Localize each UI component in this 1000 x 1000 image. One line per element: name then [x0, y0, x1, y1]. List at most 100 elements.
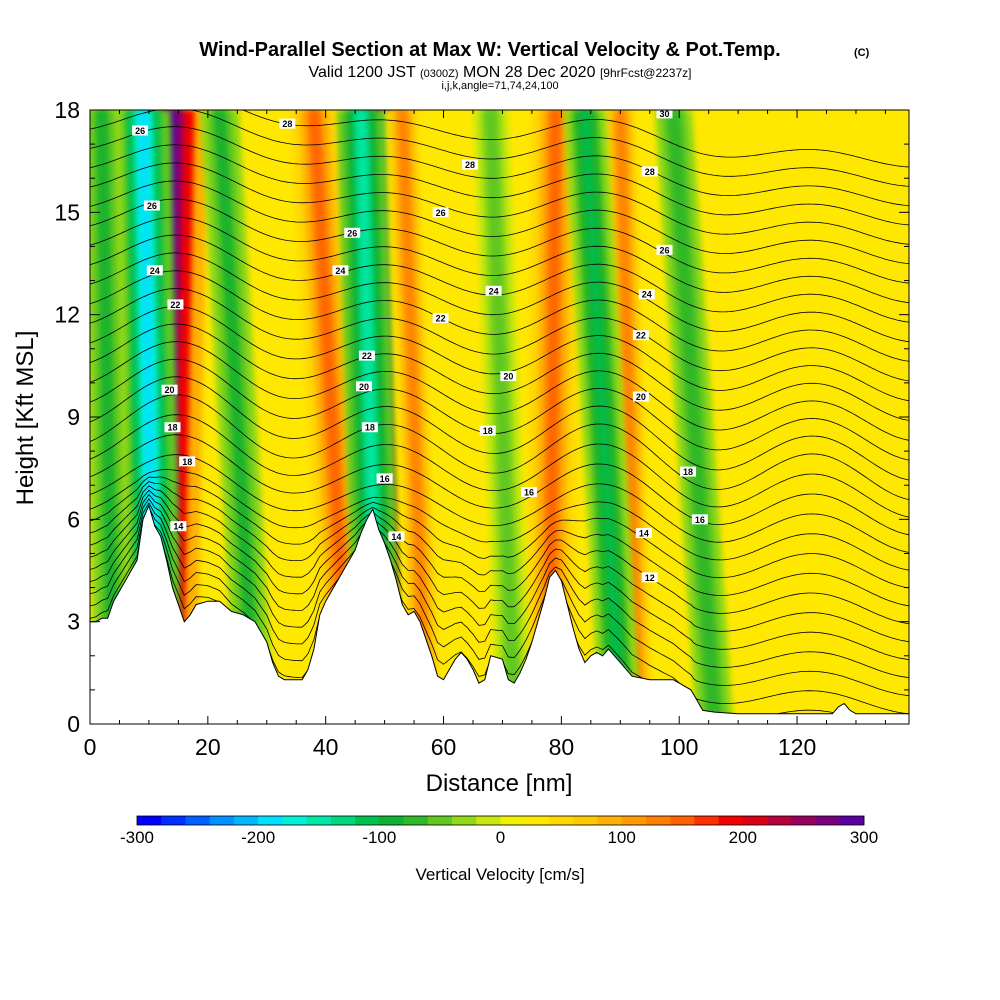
contour-label: 12 [641, 572, 658, 583]
isentrope [90, 481, 909, 607]
isentrope [90, 252, 909, 343]
y-tick-label: 15 [54, 199, 80, 225]
colorbar-tick-label: 200 [729, 828, 757, 847]
x-tick-label: 40 [313, 734, 339, 760]
colorbar-swatch [330, 816, 356, 825]
valid-time-line: Valid 1200 JST (0300Z) MON 28 Dec 2020 [… [309, 64, 692, 81]
contour-label: 22 [432, 313, 449, 324]
contour-label-bg [656, 244, 673, 255]
colorbar-swatch [185, 816, 210, 825]
contour-label: 20 [161, 384, 178, 395]
contour-label-text: 26 [659, 245, 669, 255]
colorbar-swatch [306, 816, 332, 825]
x-axis: 0 20 40 60 80 100 120 [84, 110, 886, 760]
colorbar-swatch [476, 816, 501, 825]
valid-date: MON 28 Dec 2020 [463, 64, 596, 81]
colorbar-swatch [645, 816, 671, 825]
colorbar-swatch [670, 816, 695, 825]
isentrope [90, 144, 909, 226]
contour-label-text: 22 [362, 351, 372, 361]
velocity-band [546, 110, 559, 724]
contour-label-text: 14 [173, 522, 183, 532]
contour-label: 24 [332, 265, 349, 276]
colorbar-swatch [403, 816, 429, 825]
velocity-band [310, 110, 353, 724]
colorbar-frame [136, 815, 865, 826]
colorbar: -300 -200 -100 0 100 200 300 [120, 815, 878, 847]
velocity-band [581, 110, 624, 724]
velocity-band [488, 110, 517, 724]
contour-label-text: 18 [182, 457, 192, 467]
contour-label: 16 [520, 487, 537, 498]
contour-label-bg [479, 425, 496, 436]
contour-label-text: 18 [483, 426, 493, 436]
contour-label: 14 [388, 531, 405, 542]
contour-label-text: 24 [642, 290, 652, 300]
contour-label-text: 16 [380, 474, 390, 484]
isentrope [90, 502, 909, 696]
y-axis: 0 3 6 9 12 15 18 [54, 97, 909, 737]
contour-label-text: 14 [639, 528, 649, 538]
contour-label-bg [132, 125, 149, 136]
contour-label: 26 [344, 227, 361, 238]
colorbar-swatch [597, 816, 622, 825]
contour-label-bg [358, 350, 375, 361]
isentrope [90, 110, 909, 168]
x-tick-label: 120 [778, 734, 816, 760]
isentrope [90, 288, 909, 382]
colorbar-swatch [258, 816, 283, 825]
y-tick-label: 6 [67, 506, 80, 532]
y-axis-label: Height [Kft MSL] [12, 331, 39, 506]
y-tick-label: 0 [67, 711, 80, 737]
colorbar-swatch [209, 816, 235, 825]
contour-label: 20 [500, 371, 517, 382]
valid-prefix: Valid 1200 JST [309, 64, 417, 81]
contour-label-text: 28 [645, 167, 655, 177]
contour-label-bg [344, 227, 361, 238]
colorbar-tick-label: -200 [241, 828, 275, 847]
isentrope [90, 485, 909, 624]
contour-label-bg [376, 473, 393, 484]
contour-label-text: 26 [147, 201, 157, 211]
contour-label-bg [462, 159, 479, 170]
contour-label: 24 [485, 285, 502, 296]
contour-label-text: 22 [170, 300, 180, 310]
x-tick-label: 100 [660, 734, 698, 760]
contour-label: 28 [641, 166, 658, 177]
contour-label: 28 [462, 159, 479, 170]
plot-area: 26 28 30 26 28 28 26 26 26 24 24 24 24 22 22 22 22 20 20 20… [90, 109, 909, 724]
contour-label-text: 28 [282, 119, 292, 129]
colorbar-swatch [161, 816, 186, 825]
contour-label-text: 16 [695, 515, 705, 525]
pot-temp-contours [90, 110, 909, 724]
contour-label-bg [146, 265, 163, 276]
contour-label: 30 [656, 109, 673, 119]
isentrope [90, 305, 909, 402]
contour-label-bg [632, 391, 649, 402]
contour-label: 26 [143, 200, 160, 211]
velocity-band [670, 110, 718, 724]
contour-label-bg [432, 207, 449, 218]
contour-label: 18 [361, 422, 378, 433]
contour-label: 18 [680, 466, 697, 477]
contour-label-bg [635, 527, 652, 538]
contour-label-bg [388, 531, 405, 542]
velocity-band [216, 110, 258, 724]
y-tick-label: 18 [54, 97, 80, 123]
contour-label-text: 26 [436, 208, 446, 218]
isentrope [90, 198, 909, 284]
contour-label: 26 [656, 244, 673, 255]
contour-label: 20 [355, 381, 372, 392]
velocity-band [399, 110, 429, 724]
y-tick-label: 9 [67, 404, 80, 430]
contour-label-text: 30 [659, 109, 669, 119]
contour-label: 14 [170, 521, 187, 532]
contour-label-bg [485, 285, 502, 296]
contour-label-text: 16 [524, 488, 534, 498]
contour-label: 22 [358, 350, 375, 361]
isentrope [90, 110, 909, 187]
contour-label: 18 [164, 422, 181, 433]
contour-label-bg [500, 371, 517, 382]
contour-label-bg [161, 384, 178, 395]
colorbar-swatch [137, 816, 162, 825]
